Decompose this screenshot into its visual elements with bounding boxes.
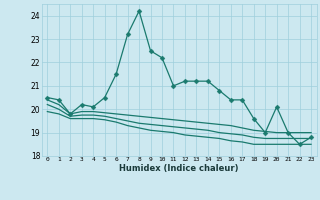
X-axis label: Humidex (Indice chaleur): Humidex (Indice chaleur) [119,164,239,173]
